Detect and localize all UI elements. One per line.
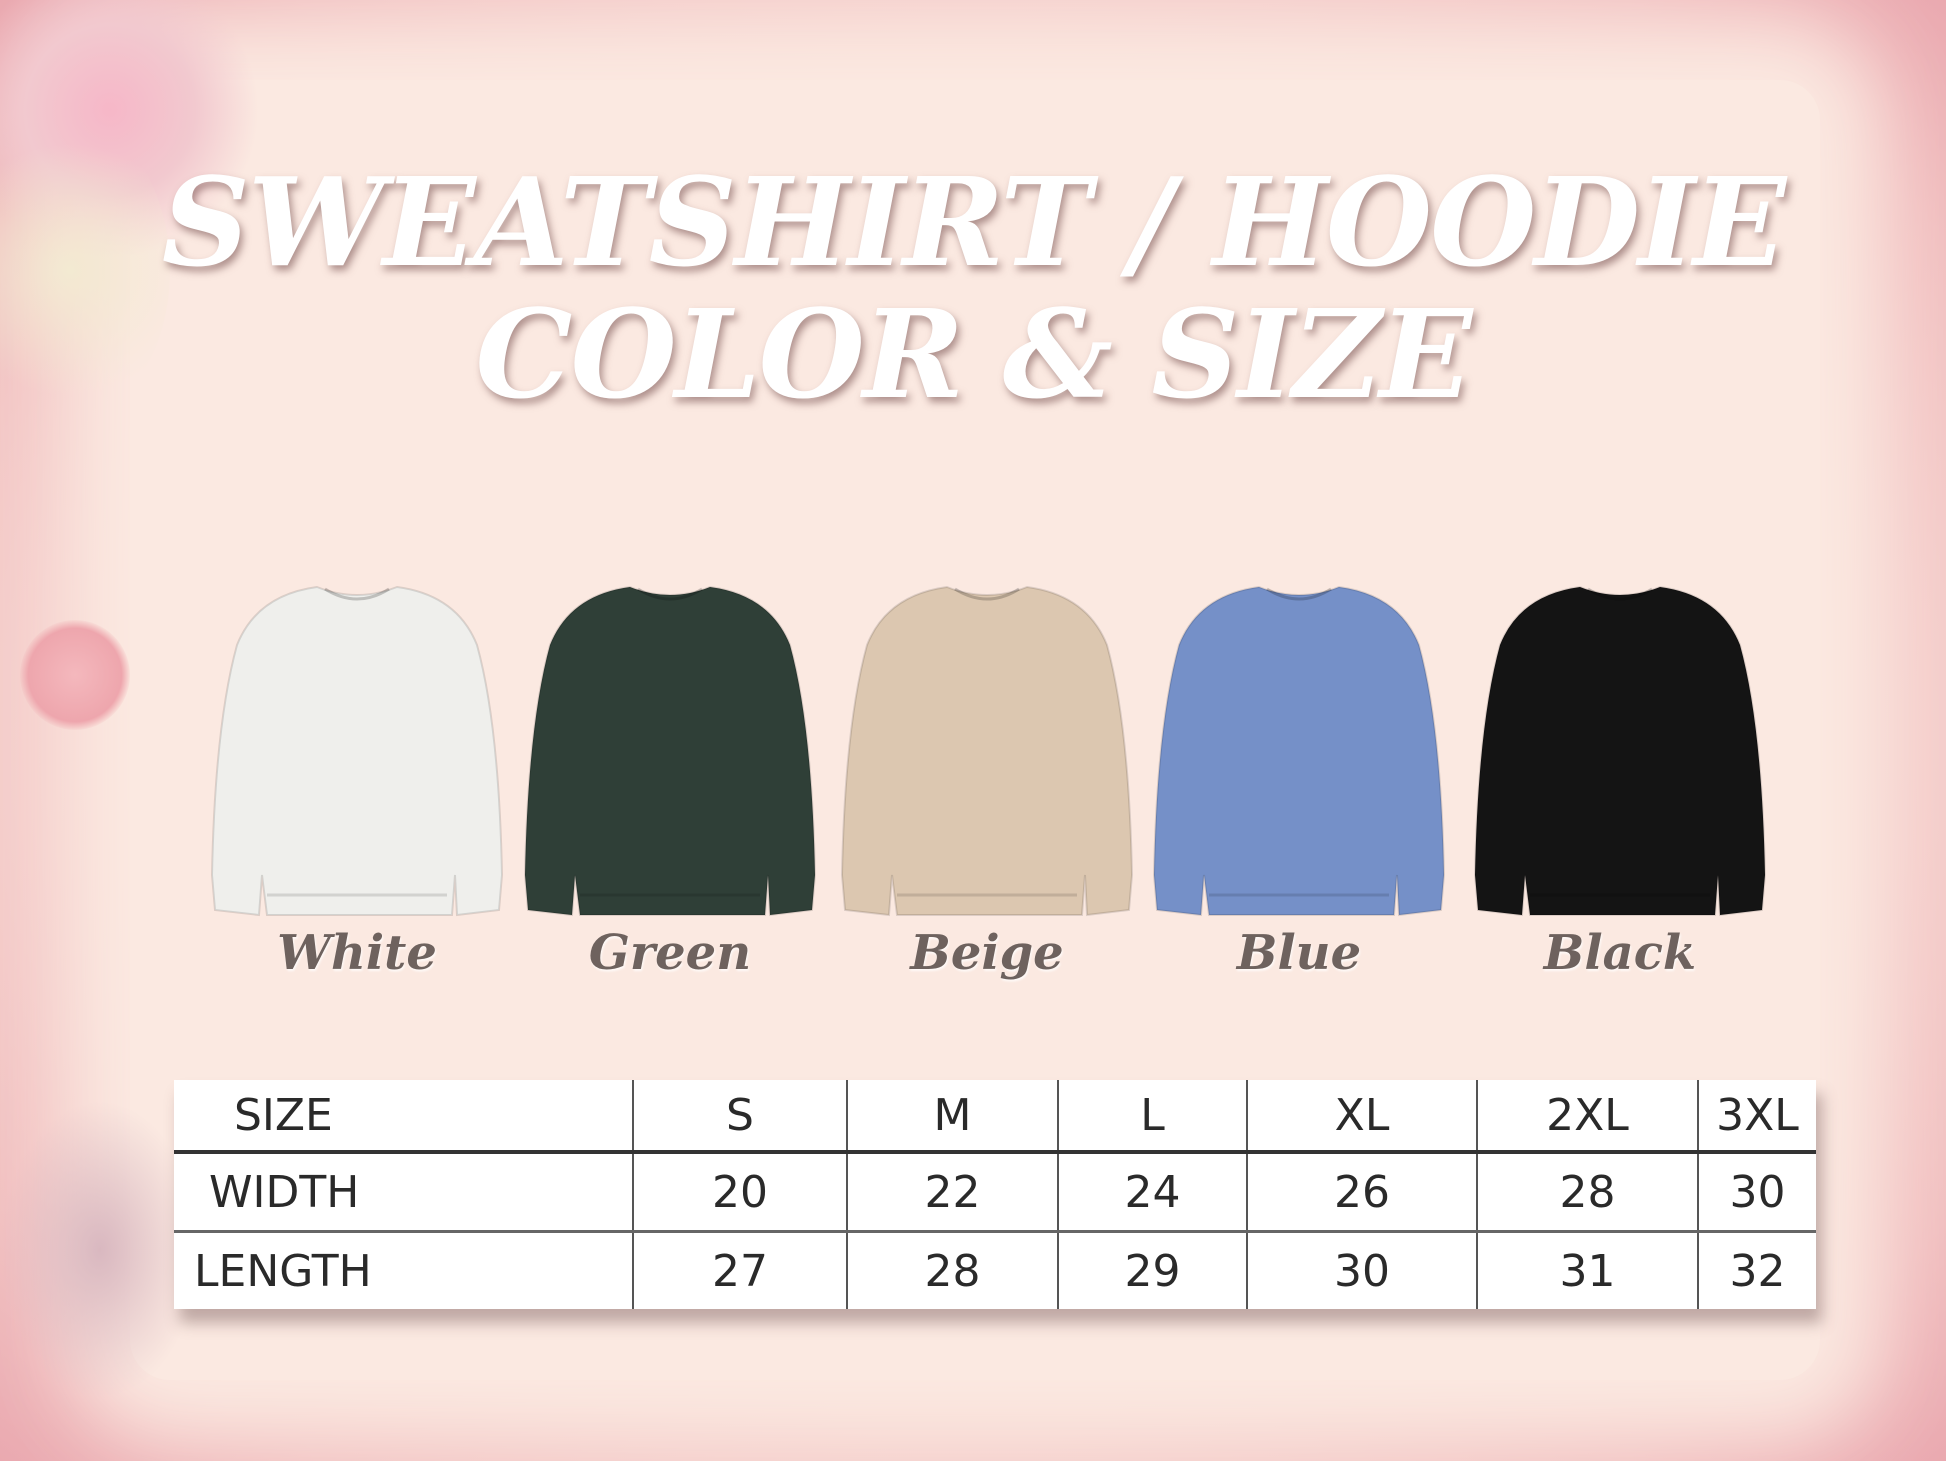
flower-decoration (0, 120, 170, 420)
row-label: LENGTH (194, 1245, 372, 1297)
header-cell: M (846, 1080, 1058, 1154)
sweatshirt-black (1470, 575, 1770, 935)
sweatshirt-white (207, 575, 507, 935)
table-cell: 24 (1057, 1152, 1247, 1233)
table-row: LENGTH 27 28 29 30 31 32 (174, 1231, 1816, 1309)
sweatshirt-green (520, 575, 820, 935)
header-cell: XL (1246, 1080, 1477, 1154)
color-label: White (277, 925, 437, 981)
color-label: Blue (1236, 925, 1362, 981)
table-cell: 22 (846, 1152, 1058, 1233)
sweatshirt-beige (837, 575, 1137, 935)
table-row: WIDTH 20 22 24 26 28 30 (174, 1152, 1816, 1233)
color-label: Black (1543, 925, 1697, 981)
table-cell: 26 (1246, 1152, 1477, 1233)
table-cell: 32 (1697, 1231, 1816, 1309)
header-cell: 3XL (1697, 1080, 1816, 1154)
table-cell: 31 (1476, 1231, 1698, 1309)
header-cell: S (632, 1080, 847, 1154)
size-chart-table: SIZE S M L XL 2XL 3XL WIDTH 20 22 24 26 … (174, 1080, 1816, 1309)
color-label: Green (588, 925, 752, 981)
header-cell: L (1057, 1080, 1247, 1154)
header-cell: 2XL (1476, 1080, 1698, 1154)
table-cell: 28 (846, 1231, 1058, 1309)
sweatshirt-blue (1149, 575, 1449, 935)
row-label: WIDTH (174, 1152, 633, 1233)
table-cell: 20 (632, 1152, 847, 1233)
button-decoration (20, 620, 130, 730)
title-line-2: COLOR & SIZE (475, 282, 1472, 426)
table-cell: 30 (1246, 1231, 1477, 1309)
table-cell: 27 (632, 1231, 847, 1309)
table-cell: 30 (1697, 1152, 1816, 1233)
table-cell: 29 (1057, 1231, 1247, 1309)
title-line-1: SWEATSHIRT / HOODIE (161, 150, 1787, 294)
table-cell: 28 (1476, 1152, 1698, 1233)
header-cell: SIZE (174, 1080, 633, 1154)
table-header-row: SIZE S M L XL 2XL 3XL (174, 1080, 1816, 1154)
leaf-decoration (0, 1100, 200, 1400)
color-label: Beige (910, 925, 1064, 981)
